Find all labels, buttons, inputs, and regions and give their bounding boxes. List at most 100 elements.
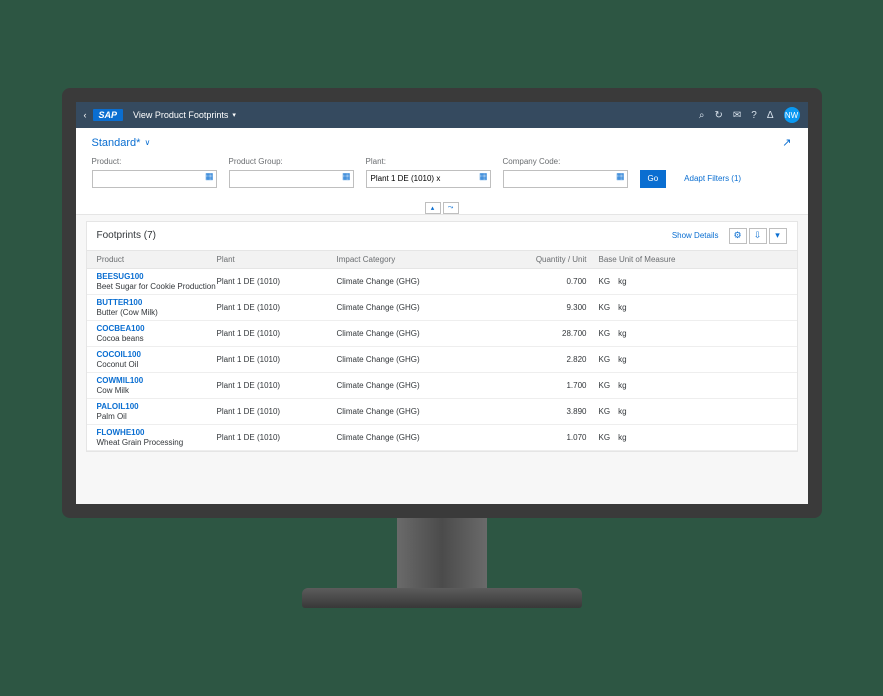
refresh-icon[interactable]: ↻ <box>714 110 722 121</box>
variant-name[interactable]: Standard* <box>92 137 141 149</box>
table-body: BEESUG100Beet Sugar for Cookie Productio… <box>87 269 797 451</box>
cell-plant: Plant 1 DE (1010) <box>217 433 337 442</box>
product-code-link[interactable]: COCOIL100 <box>97 350 217 359</box>
filter-product-input[interactable] <box>92 170 217 188</box>
table-row: COCBEA100Cocoa beansPlant 1 DE (1010)Cli… <box>87 321 797 347</box>
value-help-icon[interactable]: ▦ <box>205 171 214 182</box>
product-description: Butter (Cow Milk) <box>97 308 217 317</box>
filter-product-group-label: Product Group: <box>229 157 354 166</box>
product-code-link[interactable]: BEESUG100 <box>97 272 217 281</box>
share-icon[interactable]: ↗ <box>782 136 791 149</box>
table-row: COWMIL100Cow MilkPlant 1 DE (1010)Climat… <box>87 373 797 399</box>
filter-company-code-input[interactable] <box>503 170 628 188</box>
cell-uom: KGkg <box>587 303 697 312</box>
go-button[interactable]: Go <box>640 170 667 188</box>
cell-plant: Plant 1 DE (1010) <box>217 277 337 286</box>
product-description: Coconut Oil <box>97 360 217 369</box>
product-code-link[interactable]: COCBEA100 <box>97 324 217 333</box>
product-code-link[interactable]: PALOIL100 <box>97 402 217 411</box>
cell-plant: Plant 1 DE (1010) <box>217 303 337 312</box>
col-header-impact[interactable]: Impact Category <box>337 255 497 264</box>
table-title: Footprints (7) <box>97 230 156 241</box>
table-row: FLOWHE100Wheat Grain ProcessingPlant 1 D… <box>87 425 797 451</box>
filter-bar: Product: ▦ Product Group: ▦ Plant: <box>76 153 808 215</box>
col-header-product[interactable]: Product <box>97 255 217 264</box>
cell-plant: Plant 1 DE (1010) <box>217 355 337 364</box>
product-code-link[interactable]: FLOWHE100 <box>97 428 217 437</box>
cell-quantity: 9.300 <box>497 303 587 312</box>
page-title[interactable]: View Product Footprints <box>133 110 228 120</box>
product-description: Cow Milk <box>97 386 217 395</box>
variant-dropdown-icon[interactable]: ∨ <box>144 138 150 147</box>
cell-impact: Climate Change (GHG) <box>337 329 497 338</box>
footprints-table: Footprints (7) Show Details ⚙ ⇩ ▾ Produc… <box>86 221 798 452</box>
product-code-link[interactable]: BUTTER100 <box>97 298 217 307</box>
filter-plant-label: Plant: <box>366 157 491 166</box>
cell-plant: Plant 1 DE (1010) <box>217 381 337 390</box>
pin-filter-icon[interactable]: ⤳ <box>443 202 459 214</box>
cell-product: BEESUG100Beet Sugar for Cookie Productio… <box>97 272 217 291</box>
adapt-filters-link[interactable]: Adapt Filters (1) <box>684 170 741 188</box>
cell-impact: Climate Change (GHG) <box>337 407 497 416</box>
value-help-icon[interactable]: ▦ <box>479 171 488 182</box>
search-icon[interactable]: ⌕ <box>699 110 705 121</box>
table-settings-icon[interactable]: ⚙ <box>729 228 747 244</box>
cell-quantity: 3.890 <box>497 407 587 416</box>
cell-quantity: 1.070 <box>497 433 587 442</box>
back-button[interactable]: ‹ <box>84 110 87 120</box>
cell-quantity: 28.700 <box>497 329 587 338</box>
filter-plant-input[interactable] <box>366 170 491 188</box>
cell-product: COCOIL100Coconut Oil <box>97 350 217 369</box>
variant-management: Standard* ∨ ↗ <box>76 128 808 153</box>
cell-uom: KGkg <box>587 277 697 286</box>
notification-icon[interactable]: Δ <box>767 110 774 121</box>
cell-impact: Climate Change (GHG) <box>337 277 497 286</box>
cell-uom: KGkg <box>587 355 697 364</box>
product-code-link[interactable]: COWMIL100 <box>97 376 217 385</box>
cell-product: COWMIL100Cow Milk <box>97 376 217 395</box>
cell-product: COCBEA100Cocoa beans <box>97 324 217 343</box>
filter-expand-collapse: ▴ ⤳ <box>92 202 792 214</box>
col-header-qty[interactable]: Quantity / Unit <box>497 255 587 264</box>
table-export-dropdown-icon[interactable]: ▾ <box>769 228 787 244</box>
table-row: BEESUG100Beet Sugar for Cookie Productio… <box>87 269 797 295</box>
page-content: Standard* ∨ ↗ Product: ▦ Product Group: <box>76 128 808 504</box>
product-description: Cocoa beans <box>97 334 217 343</box>
monitor-base <box>302 588 582 608</box>
user-avatar[interactable]: NW <box>784 107 800 123</box>
cell-plant: Plant 1 DE (1010) <box>217 329 337 338</box>
page-title-dropdown-icon[interactable]: ▾ <box>232 111 236 119</box>
cell-impact: Climate Change (GHG) <box>337 355 497 364</box>
cell-quantity: 1.700 <box>497 381 587 390</box>
filter-product-group: Product Group: ▦ <box>229 157 354 188</box>
collapse-filter-icon[interactable]: ▴ <box>425 202 441 214</box>
filter-company-code: Company Code: ▦ <box>503 157 628 188</box>
monitor-frame: ‹ SAP View Product Footprints ▾ ⌕ ↻ ✉ ? … <box>62 88 822 608</box>
filter-plant: Plant: ▦ <box>366 157 491 188</box>
table-row: BUTTER100Butter (Cow Milk)Plant 1 DE (10… <box>87 295 797 321</box>
value-help-icon[interactable]: ▦ <box>342 171 351 182</box>
table-export-icon[interactable]: ⇩ <box>749 228 767 244</box>
col-header-uom[interactable]: Base Unit of Measure <box>587 255 697 264</box>
table-toolbar: Footprints (7) Show Details ⚙ ⇩ ▾ <box>87 222 797 250</box>
value-help-icon[interactable]: ▦ <box>616 171 625 182</box>
cell-uom: KGkg <box>587 433 697 442</box>
table-row: PALOIL100Palm OilPlant 1 DE (1010)Climat… <box>87 399 797 425</box>
sap-logo: SAP <box>93 109 124 121</box>
cell-uom: KGkg <box>587 381 697 390</box>
app-header: ‹ SAP View Product Footprints ▾ ⌕ ↻ ✉ ? … <box>76 102 808 128</box>
cell-impact: Climate Change (GHG) <box>337 381 497 390</box>
cell-product: FLOWHE100Wheat Grain Processing <box>97 428 217 447</box>
monitor-screen: ‹ SAP View Product Footprints ▾ ⌕ ↻ ✉ ? … <box>62 88 822 518</box>
filter-product: Product: ▦ <box>92 157 217 188</box>
show-details-link[interactable]: Show Details <box>672 231 719 240</box>
cell-uom: KGkg <box>587 407 697 416</box>
table-row: COCOIL100Coconut OilPlant 1 DE (1010)Cli… <box>87 347 797 373</box>
feedback-icon[interactable]: ✉ <box>733 110 741 121</box>
cell-product: BUTTER100Butter (Cow Milk) <box>97 298 217 317</box>
col-header-plant[interactable]: Plant <box>217 255 337 264</box>
help-icon[interactable]: ? <box>751 110 757 121</box>
cell-quantity: 0.700 <box>497 277 587 286</box>
cell-uom: KGkg <box>587 329 697 338</box>
filter-product-group-input[interactable] <box>229 170 354 188</box>
